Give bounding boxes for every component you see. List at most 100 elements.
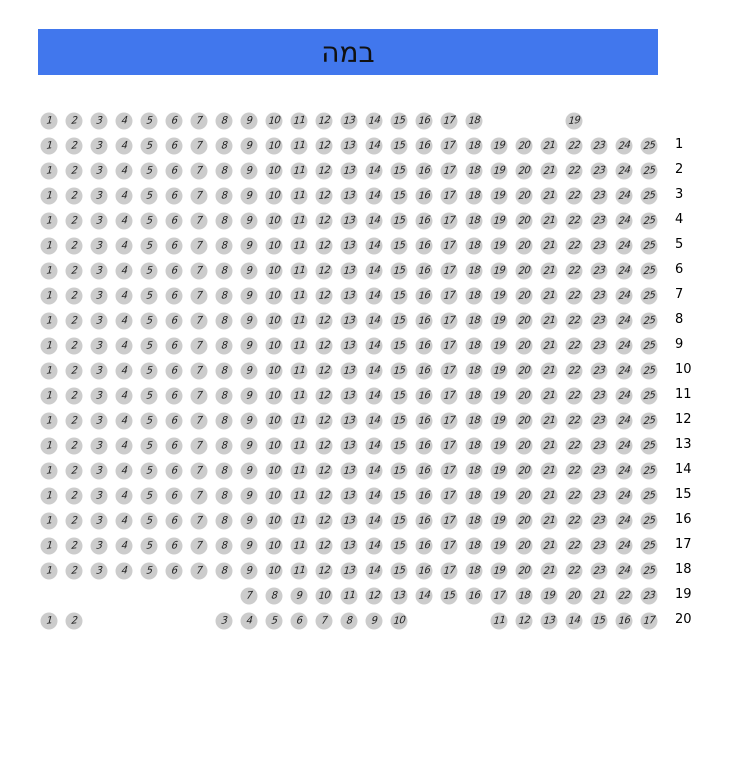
seat[interactable]: 8 <box>215 362 233 380</box>
seat[interactable]: 12 <box>315 462 333 480</box>
seat[interactable]: 19 <box>540 587 558 605</box>
seat[interactable]: 1 <box>40 212 58 230</box>
seat[interactable]: 15 <box>390 562 408 580</box>
seat[interactable]: 7 <box>190 562 208 580</box>
seat[interactable]: 18 <box>465 337 483 355</box>
seat[interactable]: 25 <box>640 337 658 355</box>
seat[interactable]: 14 <box>365 487 383 505</box>
seat[interactable]: 4 <box>115 162 133 180</box>
seat[interactable]: 9 <box>240 512 258 530</box>
seat[interactable]: 5 <box>140 512 158 530</box>
seat[interactable]: 13 <box>340 362 358 380</box>
seat[interactable]: 8 <box>215 137 233 155</box>
seat[interactable]: 7 <box>190 437 208 455</box>
seat[interactable]: 20 <box>515 412 533 430</box>
seat[interactable]: 7 <box>190 337 208 355</box>
seat[interactable]: 17 <box>440 387 458 405</box>
seat[interactable]: 4 <box>115 187 133 205</box>
seat[interactable]: 15 <box>390 137 408 155</box>
seat[interactable]: 22 <box>565 562 583 580</box>
seat[interactable]: 2 <box>65 312 83 330</box>
seat[interactable]: 11 <box>340 587 358 605</box>
seat[interactable]: 15 <box>390 537 408 555</box>
seat[interactable]: 17 <box>440 412 458 430</box>
seat[interactable]: 11 <box>290 162 308 180</box>
seat[interactable]: 3 <box>90 512 108 530</box>
seat[interactable]: 20 <box>515 162 533 180</box>
seat[interactable]: 4 <box>115 562 133 580</box>
seat[interactable]: 12 <box>315 137 333 155</box>
seat[interactable]: 24 <box>615 337 633 355</box>
seat[interactable]: 21 <box>540 562 558 580</box>
seat[interactable]: 6 <box>165 112 183 130</box>
seat[interactable]: 5 <box>140 462 158 480</box>
seat[interactable]: 18 <box>465 237 483 255</box>
seat[interactable]: 25 <box>640 537 658 555</box>
seat[interactable]: 2 <box>65 512 83 530</box>
seat[interactable]: 1 <box>40 312 58 330</box>
seat[interactable]: 21 <box>540 412 558 430</box>
seat[interactable]: 13 <box>390 587 408 605</box>
seat[interactable]: 3 <box>90 137 108 155</box>
seat[interactable]: 9 <box>240 187 258 205</box>
seat[interactable]: 7 <box>190 462 208 480</box>
seat[interactable]: 15 <box>440 587 458 605</box>
seat[interactable]: 1 <box>40 237 58 255</box>
seat[interactable]: 14 <box>365 362 383 380</box>
seat[interactable]: 10 <box>265 562 283 580</box>
seat[interactable]: 23 <box>590 512 608 530</box>
seat[interactable]: 9 <box>240 387 258 405</box>
seat[interactable]: 5 <box>140 162 158 180</box>
seat[interactable]: 11 <box>290 237 308 255</box>
seat[interactable]: 18 <box>515 587 533 605</box>
seat[interactable]: 12 <box>315 262 333 280</box>
seat[interactable]: 3 <box>90 337 108 355</box>
seat[interactable]: 17 <box>440 237 458 255</box>
seat[interactable]: 9 <box>240 112 258 130</box>
seat[interactable]: 11 <box>290 262 308 280</box>
seat[interactable]: 10 <box>390 612 408 630</box>
seat[interactable]: 2 <box>65 137 83 155</box>
seat[interactable]: 23 <box>590 387 608 405</box>
seat[interactable]: 11 <box>290 537 308 555</box>
seat[interactable]: 17 <box>490 587 508 605</box>
seat[interactable]: 24 <box>615 312 633 330</box>
seat[interactable]: 3 <box>90 112 108 130</box>
seat[interactable]: 20 <box>515 487 533 505</box>
seat[interactable]: 2 <box>65 337 83 355</box>
seat[interactable]: 2 <box>65 212 83 230</box>
seat[interactable]: 25 <box>640 162 658 180</box>
seat[interactable]: 14 <box>365 112 383 130</box>
seat[interactable]: 23 <box>590 137 608 155</box>
seat[interactable]: 3 <box>90 387 108 405</box>
seat[interactable]: 11 <box>290 512 308 530</box>
seat[interactable]: 20 <box>515 362 533 380</box>
seat[interactable]: 24 <box>615 412 633 430</box>
seat[interactable]: 20 <box>515 537 533 555</box>
seat[interactable]: 6 <box>165 162 183 180</box>
seat[interactable]: 15 <box>390 162 408 180</box>
seat[interactable]: 4 <box>115 112 133 130</box>
seat[interactable]: 25 <box>640 512 658 530</box>
seat[interactable]: 3 <box>90 237 108 255</box>
seat[interactable]: 2 <box>65 112 83 130</box>
seat[interactable]: 5 <box>140 112 158 130</box>
seat[interactable]: 7 <box>190 137 208 155</box>
seat[interactable]: 11 <box>290 212 308 230</box>
seat[interactable]: 22 <box>565 487 583 505</box>
seat[interactable]: 21 <box>540 362 558 380</box>
seat[interactable]: 8 <box>215 537 233 555</box>
seat[interactable]: 15 <box>390 187 408 205</box>
seat[interactable]: 10 <box>265 412 283 430</box>
seat[interactable]: 24 <box>615 262 633 280</box>
seat[interactable]: 8 <box>265 587 283 605</box>
seat[interactable]: 22 <box>565 237 583 255</box>
seat[interactable]: 9 <box>240 362 258 380</box>
seat[interactable]: 15 <box>390 437 408 455</box>
seat[interactable]: 25 <box>640 437 658 455</box>
seat[interactable]: 9 <box>240 212 258 230</box>
seat[interactable]: 18 <box>465 362 483 380</box>
seat[interactable]: 4 <box>115 412 133 430</box>
seat[interactable]: 4 <box>115 312 133 330</box>
seat[interactable]: 7 <box>190 362 208 380</box>
